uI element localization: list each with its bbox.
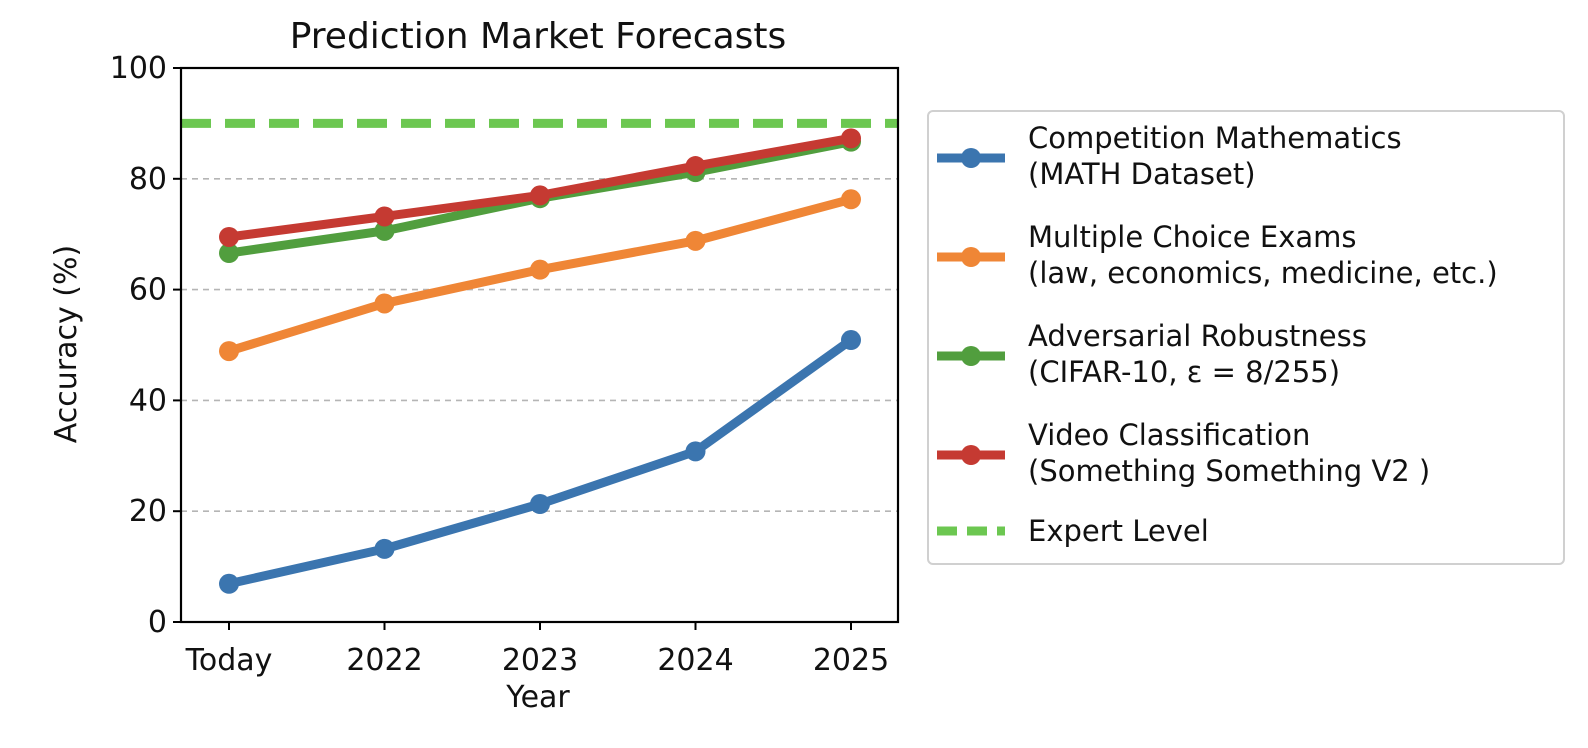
legend-label: Video Classification xyxy=(1028,418,1310,452)
data-point xyxy=(374,220,395,241)
data-point xyxy=(219,243,239,264)
y-axis-label: Accuracy (%) xyxy=(49,245,84,443)
legend-swatch-marker xyxy=(961,445,981,465)
data-point xyxy=(374,206,395,227)
legend-swatch-marker xyxy=(961,346,981,366)
legend-sublabel: (Something Something V2 ) xyxy=(1028,454,1430,488)
data-point xyxy=(219,341,239,362)
data-point xyxy=(841,189,861,210)
x-axis-label: Year xyxy=(505,680,570,715)
legend-label: Competition Mathematics xyxy=(1028,121,1402,155)
data-point xyxy=(530,493,550,514)
legend-label: Adversarial Robustness xyxy=(1028,319,1367,353)
legend-frame xyxy=(927,110,1565,565)
legend-sublabel: (law, economics, medicine, etc.) xyxy=(1028,256,1498,290)
plot-area: 0 20 40 60 80 100 Today 2022 2023 2024 2025 xyxy=(110,51,900,678)
data-point xyxy=(530,185,550,206)
data-point xyxy=(841,330,861,351)
y-tick-label: 60 xyxy=(129,273,167,308)
x-tick-label: 2024 xyxy=(657,643,733,678)
legend-label: Multiple Choice Exams xyxy=(1028,220,1356,254)
data-point xyxy=(685,441,706,462)
legend-swatch-marker xyxy=(961,247,981,267)
data-point xyxy=(685,230,706,251)
y-tick-label: 80 xyxy=(129,162,167,197)
data-point xyxy=(841,128,861,149)
data-point xyxy=(374,538,395,559)
y-tick-label: 20 xyxy=(129,494,167,529)
chart-title: Prediction Market Forecasts xyxy=(290,16,787,57)
data-point xyxy=(219,226,239,247)
data-point xyxy=(219,573,239,594)
x-tick-label: 2025 xyxy=(813,643,889,678)
data-point xyxy=(374,293,395,314)
y-tick-label: 0 xyxy=(148,605,167,640)
x-tick-label: 2022 xyxy=(346,643,422,678)
legend-sublabel: (MATH Dataset) xyxy=(1028,157,1256,191)
data-point xyxy=(685,156,706,177)
y-tick-label: 40 xyxy=(129,383,167,418)
y-tick-label: 100 xyxy=(110,51,167,86)
legend: Competition Mathematics(MATH Dataset) Mul… xyxy=(927,110,1565,565)
data-point xyxy=(530,259,550,280)
legend-label: Expert Level xyxy=(1028,514,1209,548)
legend-swatch-marker xyxy=(961,148,981,168)
x-tick-label: 2023 xyxy=(502,643,578,678)
x-tick-label: Today xyxy=(185,643,273,678)
legend-sublabel: (CIFAR-10, ε = 8/255) xyxy=(1028,355,1340,389)
series-line-0 xyxy=(224,335,856,589)
